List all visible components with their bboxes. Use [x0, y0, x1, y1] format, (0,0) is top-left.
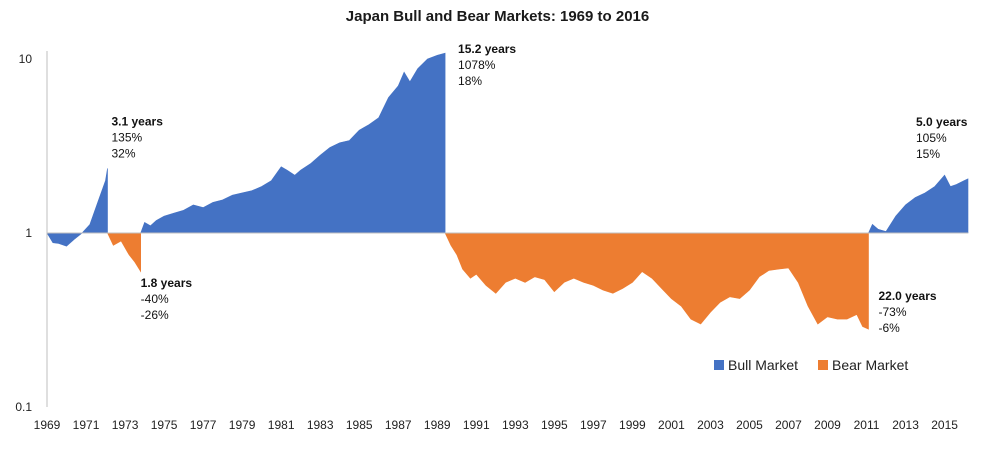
x-tick-label: 2007	[775, 418, 802, 432]
bull-market-area	[868, 174, 969, 234]
annotation-return: 1078%	[458, 58, 496, 72]
legend-swatch-bear	[818, 360, 828, 370]
x-tick-label: 2001	[658, 418, 685, 432]
annotation-duration: 3.1 years	[111, 114, 163, 128]
x-tick-label: 1981	[268, 418, 295, 432]
annotation-annualized: 18%	[458, 74, 482, 88]
annotation-group: 15.2 years 1078% 18%	[458, 42, 516, 88]
annotation-annualized: 32%	[111, 146, 135, 160]
x-tick-label: 2009	[814, 418, 841, 432]
annotation-group: 1.8 years -40% -26%	[141, 276, 193, 322]
annotation-annualized: 15%	[916, 147, 940, 161]
y-tick-label: 1	[25, 226, 32, 240]
x-tick-label: 1989	[424, 418, 451, 432]
bear-market-area	[444, 232, 869, 330]
bull-market-area	[46, 168, 108, 247]
x-tick-label: 1977	[190, 418, 217, 432]
x-tick-label: 2011	[854, 418, 880, 432]
chart-title: Japan Bull and Bear Markets: 1969 to 201…	[345, 8, 650, 25]
x-tick-label: 1995	[541, 418, 568, 432]
y-tick-label: 10	[19, 52, 33, 66]
x-tick-label: 1991	[463, 418, 490, 432]
annotation-duration: 15.2 years	[458, 42, 516, 56]
bull-market-area	[140, 52, 446, 234]
x-tick-label: 2003	[697, 418, 724, 432]
annotation-return: -73%	[878, 305, 906, 319]
annotation-duration: 5.0 years	[916, 115, 968, 129]
annotation-group: 22.0 years -73% -6%	[878, 289, 936, 335]
x-tick-label: 1979	[229, 418, 256, 432]
x-tick-label: 2015	[931, 418, 958, 432]
x-tick-label: 1993	[502, 418, 529, 432]
legend-label-bull: Bull Market	[728, 357, 798, 373]
x-tick-label: 1983	[307, 418, 334, 432]
annotation-duration: 22.0 years	[878, 289, 936, 303]
annotation-return: 135%	[111, 130, 142, 144]
annotation-group: 3.1 years 135% 32%	[111, 114, 163, 160]
annotation-annualized: -26%	[141, 308, 169, 322]
annotation-annualized: -6%	[878, 321, 900, 335]
x-tick-label: 1973	[112, 418, 139, 432]
annotation-return: -40%	[141, 292, 169, 306]
bear-market-area	[107, 232, 141, 273]
x-tick-label: 1987	[385, 418, 412, 432]
annotation-group: 5.0 years 105% 15%	[916, 115, 968, 161]
x-tick-label: 2013	[892, 418, 919, 432]
x-tick-label: 1971	[73, 418, 100, 432]
x-tick-label: 1969	[34, 418, 61, 432]
x-tick-label: 2005	[736, 418, 763, 432]
annotation-return: 105%	[916, 131, 947, 145]
legend-label-bear: Bear Market	[832, 357, 908, 373]
x-tick-label: 1985	[346, 418, 373, 432]
annotation-duration: 1.8 years	[141, 276, 193, 290]
legend-swatch-bull	[714, 360, 724, 370]
y-tick-label: 0.1	[15, 400, 32, 414]
x-tick-label: 1997	[580, 418, 607, 432]
x-tick-label: 1975	[151, 418, 178, 432]
x-tick-label: 1999	[619, 418, 646, 432]
